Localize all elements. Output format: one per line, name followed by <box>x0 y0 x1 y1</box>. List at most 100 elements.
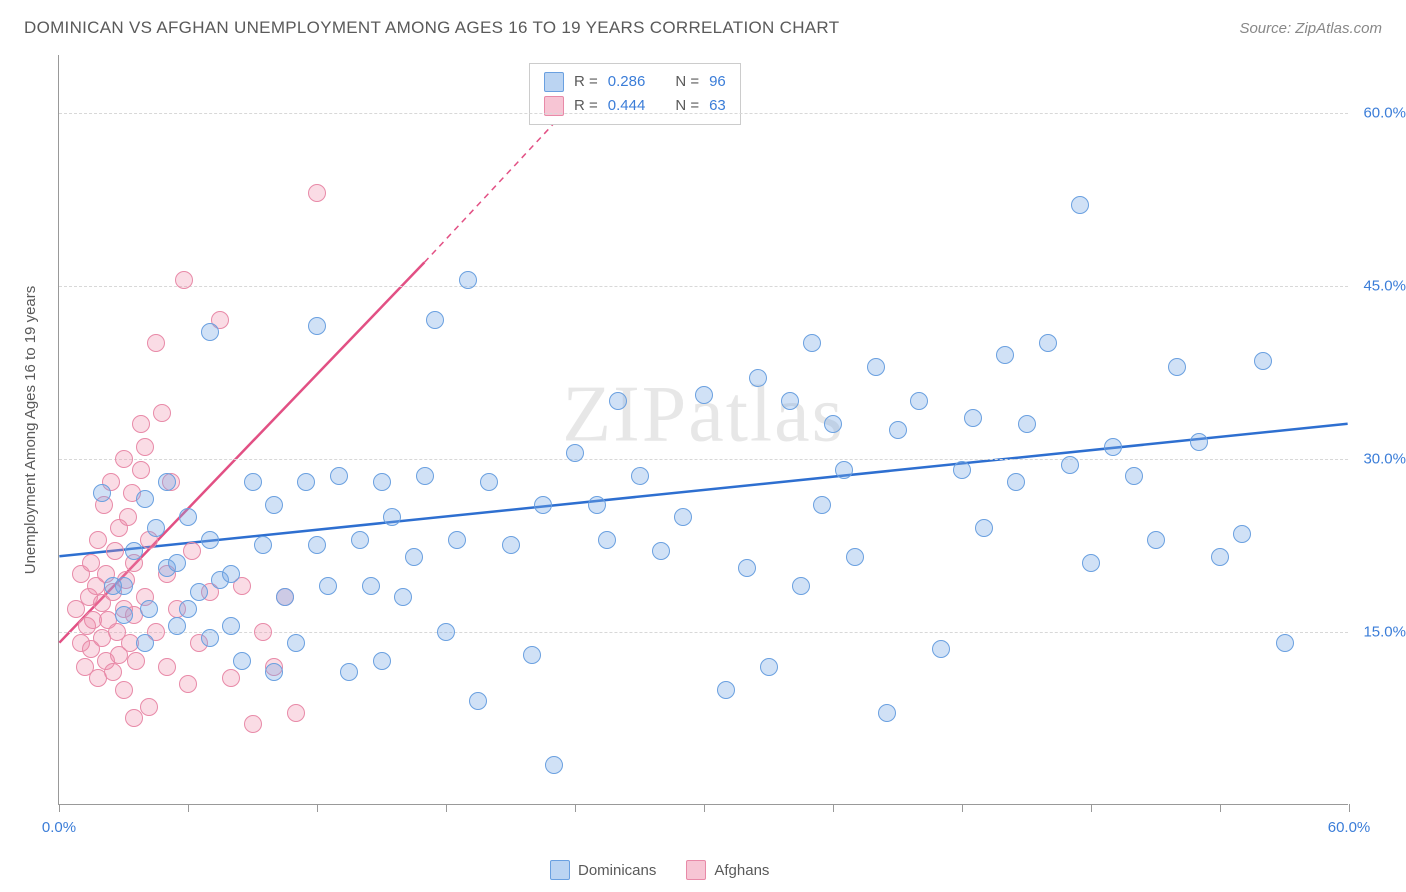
afghans-point <box>254 623 272 641</box>
dominicans-point <box>459 271 477 289</box>
dominicans-point <box>964 409 982 427</box>
dominicans-point <box>373 652 391 670</box>
dominicans-point <box>738 559 756 577</box>
dominicans-point <box>1018 415 1036 433</box>
x-tick <box>446 804 447 812</box>
dominicans-point <box>652 542 670 560</box>
series-legend-item: Dominicans <box>550 860 656 880</box>
x-tick <box>704 804 705 812</box>
dominicans-point <box>190 583 208 601</box>
dominicans-point <box>932 640 950 658</box>
dominicans-point <box>1168 358 1186 376</box>
r-value: 0.444 <box>608 94 646 118</box>
dominicans-point <box>878 704 896 722</box>
dominicans-point <box>1211 548 1229 566</box>
trend-lines-svg <box>59 55 1348 804</box>
dominicans-point <box>437 623 455 641</box>
r-label: R = <box>574 94 598 118</box>
dominicans-point <box>545 756 563 774</box>
dominicans-point <box>308 317 326 335</box>
dominicans-point <box>1071 196 1089 214</box>
dominicans-point <box>717 681 735 699</box>
gridline-horizontal <box>59 632 1348 633</box>
dominicans-point <box>1039 334 1057 352</box>
dominicans-point <box>480 473 498 491</box>
dominicans-point <box>1061 456 1079 474</box>
x-tick <box>59 804 60 812</box>
dominicans-point <box>534 496 552 514</box>
afghans-point <box>119 508 137 526</box>
afghans-point <box>153 404 171 422</box>
dominicans-point <box>598 531 616 549</box>
afghans-point <box>183 542 201 560</box>
afghans-point <box>147 334 165 352</box>
dominicans-point <box>674 508 692 526</box>
dominicans-point <box>566 444 584 462</box>
dominicans-point <box>383 508 401 526</box>
n-label: N = <box>675 70 699 94</box>
n-value: 63 <box>709 94 726 118</box>
x-tick <box>317 804 318 812</box>
dominicans-point <box>254 536 272 554</box>
dominicans-point <box>1082 554 1100 572</box>
x-tick <box>575 804 576 812</box>
dominicans-point <box>448 531 466 549</box>
afghans-point <box>175 271 193 289</box>
dominicans-point <box>824 415 842 433</box>
dominicans-point <box>405 548 423 566</box>
r-value: 0.286 <box>608 70 646 94</box>
pink-swatch-icon <box>686 860 706 880</box>
series-legend-label: Dominicans <box>578 862 656 879</box>
afghans-point <box>127 652 145 670</box>
dominicans-point <box>1125 467 1143 485</box>
dominicans-point <box>867 358 885 376</box>
afghans-point <box>115 450 133 468</box>
dominicans-point <box>373 473 391 491</box>
afghans-point <box>158 658 176 676</box>
dominicans-point <box>1254 352 1272 370</box>
x-tick <box>962 804 963 812</box>
dominicans-point <box>394 588 412 606</box>
x-tick <box>188 804 189 812</box>
dominicans-point <box>115 606 133 624</box>
y-tick-label: 45.0% <box>1363 277 1406 294</box>
dominicans-point <box>351 531 369 549</box>
dominicans-point <box>362 577 380 595</box>
dominicans-point <box>93 484 111 502</box>
plot-area: ZIPatlas R =0.286N =96R =0.444N =63 15.0… <box>58 55 1348 805</box>
y-tick-label: 60.0% <box>1363 104 1406 121</box>
chart-title: DOMINICAN VS AFGHAN UNEMPLOYMENT AMONG A… <box>24 18 839 38</box>
afghans-point <box>179 675 197 693</box>
chart-source: Source: ZipAtlas.com <box>1239 20 1382 37</box>
dominicans-point <box>222 565 240 583</box>
dominicans-point <box>1276 634 1294 652</box>
dominicans-point <box>265 663 283 681</box>
afghans-point <box>89 531 107 549</box>
dominicans-point <box>813 496 831 514</box>
dominicans-point <box>889 421 907 439</box>
dominicans-point <box>179 508 197 526</box>
series-legend-item: Afghans <box>686 860 769 880</box>
dominicans-point <box>502 536 520 554</box>
dominicans-point <box>975 519 993 537</box>
y-tick-label: 30.0% <box>1363 450 1406 467</box>
y-tick-label: 15.0% <box>1363 623 1406 640</box>
dominicans-point <box>1007 473 1025 491</box>
dominicans-point <box>996 346 1014 364</box>
dominicans-point <box>695 386 713 404</box>
series-legend-label: Afghans <box>714 862 769 879</box>
dominicans-point <box>588 496 606 514</box>
n-value: 96 <box>709 70 726 94</box>
dominicans-point <box>760 658 778 676</box>
x-tick-label: 60.0% <box>1328 819 1371 836</box>
dominicans-point <box>244 473 262 491</box>
x-tick <box>1220 804 1221 812</box>
n-label: N = <box>675 94 699 118</box>
afghans-point <box>125 709 143 727</box>
dominicans-point <box>835 461 853 479</box>
dominicans-point <box>416 467 434 485</box>
dominicans-point <box>1233 525 1251 543</box>
dominicans-point <box>523 646 541 664</box>
gridline-horizontal <box>59 113 1348 114</box>
dominicans-point <box>136 490 154 508</box>
